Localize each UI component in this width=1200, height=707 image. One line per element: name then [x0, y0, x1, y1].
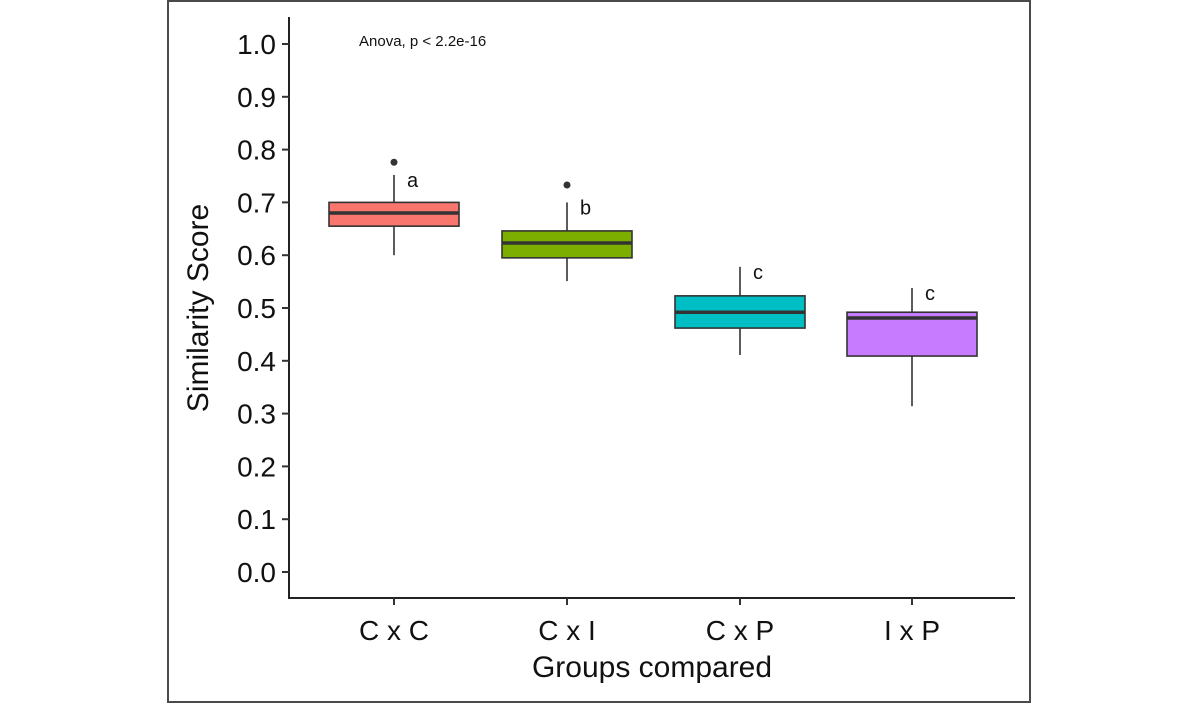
significance-letter: c	[753, 262, 763, 284]
y-tick-label: 0.6	[237, 240, 276, 271]
box-group-cxp: c	[674, 262, 806, 355]
y-tick-label: 0.3	[237, 399, 276, 430]
x-tick-label: C x I	[538, 615, 596, 646]
anova-annotation: Anova, p < 2.2e-16	[359, 33, 486, 50]
significance-letter: b	[580, 197, 591, 219]
y-tick-label: 1.0	[237, 29, 276, 60]
box-group-ixp: c	[846, 283, 978, 407]
y-tick-label: 0.7	[237, 187, 276, 218]
x-tick-label: C x C	[359, 615, 429, 646]
axes	[288, 17, 1015, 599]
significance-letter: c	[925, 283, 935, 305]
outlier-point	[390, 158, 398, 166]
box-group-cxi: b	[501, 181, 633, 282]
boxes: a b c c	[328, 158, 978, 407]
y-tick-label: 0.5	[237, 293, 276, 324]
y-axis-ticks: 0.0 0.1 0.2 0.3 0.4 0.5 0.6 0.7 0.8 0.9 1.0	[237, 29, 289, 588]
y-tick-label: 0.0	[237, 557, 276, 588]
y-axis-title: Similarity Score	[182, 204, 215, 412]
y-tick-label: 0.1	[237, 504, 276, 535]
significance-letter: a	[407, 170, 419, 192]
x-tick-label: C x P	[706, 615, 774, 646]
x-axis-title: Groups compared	[532, 651, 772, 684]
y-tick-label: 0.2	[237, 451, 276, 482]
y-tick-label: 0.4	[237, 346, 276, 377]
y-tick-label: 0.8	[237, 135, 276, 166]
outlier-point	[563, 181, 571, 189]
x-tick-label: I x P	[884, 615, 940, 646]
y-tick-label: 0.9	[237, 82, 276, 113]
box-group-cxc: a	[328, 158, 460, 256]
